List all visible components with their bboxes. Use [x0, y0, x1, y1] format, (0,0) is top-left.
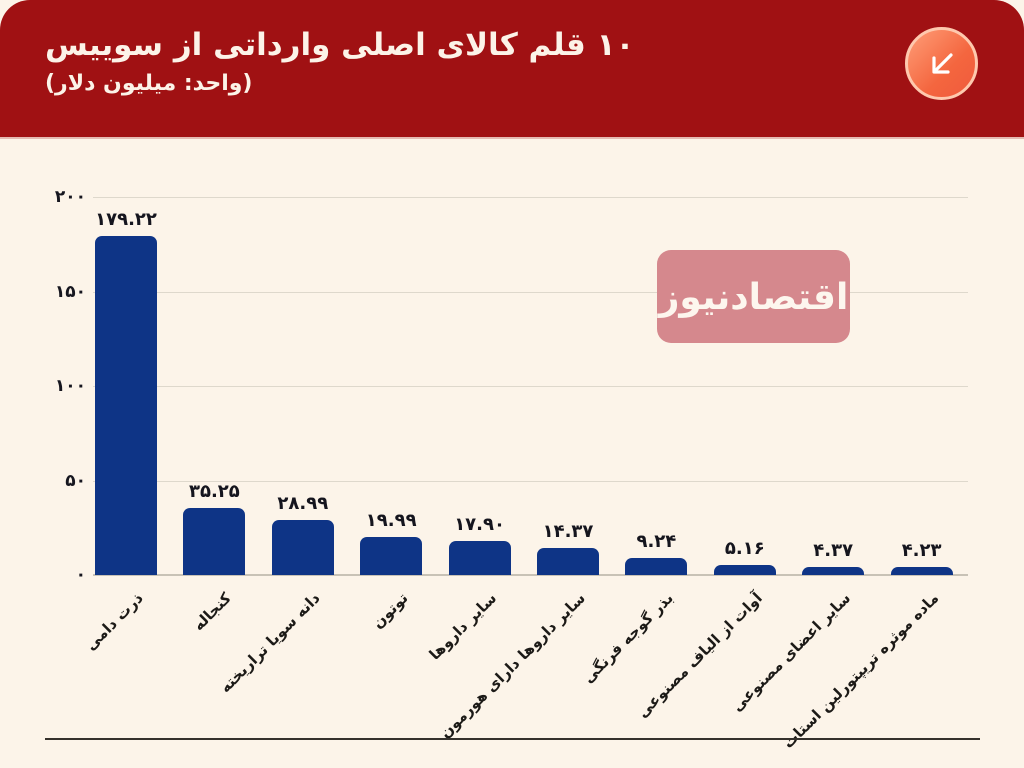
watermark-badge: اقتصادنیوز [657, 250, 850, 343]
header-banner: ۱۰ قلم کالای اصلی وارداتی از سوییس (واحد… [0, 0, 1024, 137]
bar [95, 236, 157, 575]
arrow-down-left-icon [905, 27, 978, 100]
gridline [93, 197, 968, 198]
bar [360, 537, 423, 575]
arrow-down-left-glyph [931, 52, 953, 74]
bar-value-label: ۲۸.۹۹ [277, 493, 329, 515]
bar [802, 566, 865, 575]
bar [271, 520, 334, 575]
bar [713, 565, 776, 575]
x-category-label: سایر داروها [425, 589, 501, 664]
header-titles: ۱۰ قلم کالای اصلی وارداتی از سوییس (واحد… [45, 26, 634, 96]
x-category-label: ماده موثره تریپتورلین استات [779, 589, 943, 752]
bar-value-label: ۱۷.۹۰ [454, 514, 505, 536]
bar-value-label: ۱۴.۳۷ [542, 520, 594, 542]
y-tick-label: ۱۵۰ [54, 281, 86, 302]
gridline [93, 574, 968, 576]
x-category-label: ذرت دامی [81, 589, 147, 655]
bar-value-label: ۳۵.۲۵ [188, 481, 240, 503]
y-tick-label: ۲۰۰ [54, 187, 86, 207]
bar-value-label: ۱۹.۹۹ [365, 510, 417, 532]
x-category-label: بذر گوجه فرنگی [579, 589, 678, 687]
bottom-divider [45, 738, 980, 740]
watermark-text: اقتصادنیوز [658, 275, 849, 318]
page-subtitle: (واحد: میلیون دلار) [45, 70, 253, 96]
bar [625, 557, 688, 575]
gridline [93, 386, 968, 387]
bar-value-label: ۱۷۹.۲۲ [95, 209, 157, 231]
x-category-label: دانه سویا تراریخته [216, 589, 324, 697]
bar-value-label: ۴.۳۷ [813, 539, 854, 561]
bar [448, 541, 511, 575]
x-category-label: کنجاله [189, 589, 236, 635]
y-tick-label: ۵۰ [65, 470, 86, 491]
bar-value-label: ۴.۲۳ [901, 540, 942, 561]
x-category-label: سایر داروها دارای هورمون [435, 589, 589, 742]
gridline [93, 480, 968, 482]
page-title: ۱۰ قلم کالای اصلی وارداتی از سوییس [45, 27, 635, 63]
bar [537, 547, 599, 575]
y-tick-label: ۱۰۰ [54, 376, 86, 396]
x-category-label: توتون [368, 589, 412, 633]
bar-value-label: ۵.۱۶ [724, 538, 765, 560]
bar [890, 567, 953, 575]
bar-value-label: ۹.۲۴ [636, 530, 677, 552]
y-tick-label: ۰ [75, 565, 86, 585]
bar [183, 508, 246, 575]
gridline [93, 291, 968, 293]
